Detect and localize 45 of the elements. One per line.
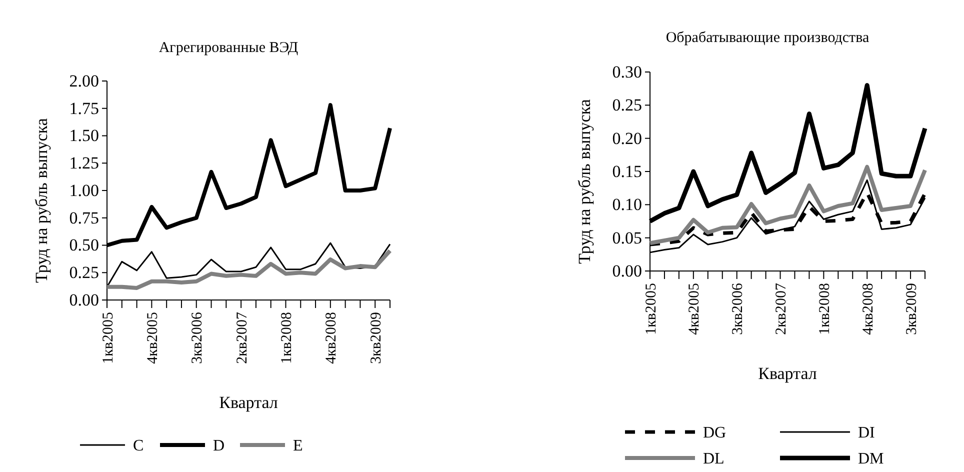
x-tick-label: 3кв2009: [368, 312, 384, 364]
y-tick-label: 0.20: [612, 128, 642, 148]
y-tick-label: 0.15: [612, 162, 642, 181]
line-series: [648, 164, 927, 246]
y-tick-label: 1.75: [69, 98, 99, 118]
line-series: [105, 248, 392, 290]
legend-label: DM: [858, 450, 884, 468]
y-axis-title: Труд на рубль выпуска: [575, 98, 594, 264]
x-tick-label: 2кв2007: [234, 312, 250, 364]
legend-label: C: [133, 438, 144, 455]
y-tick-label: 0.10: [612, 195, 642, 214]
y-tick-label: 1.25: [69, 154, 99, 173]
y-tick-label: 2.00: [69, 71, 99, 90]
y-tick-label: 0.25: [69, 263, 99, 282]
y-tick-label: 1.00: [69, 180, 99, 200]
x-axis-title: Квартал: [758, 364, 818, 383]
legend-label: DI: [858, 424, 875, 442]
x-tick-label: 2кв2007: [774, 282, 790, 335]
x-tick-label: 3кв2006: [190, 312, 206, 364]
x-tick-label: 4кв2008: [324, 312, 340, 364]
y-tick-label: 0.75: [69, 208, 99, 228]
x-tick-label: 4кв2005: [686, 283, 703, 335]
x-tick-label: 1кв2008: [816, 283, 833, 335]
legend-label: DG: [703, 424, 727, 442]
legend-label: DL: [703, 450, 724, 468]
legend-label: D: [213, 438, 225, 455]
x-tick-label: 3кв2009: [904, 283, 920, 335]
x-tick-label: 1кв2005: [100, 312, 116, 364]
x-axis-title: Квартал: [219, 393, 278, 412]
x-tick-label: 1кв2008: [278, 312, 295, 364]
y-tick-label: 0.00: [69, 290, 99, 310]
chart-title: Агрегированные ВЭД: [158, 40, 298, 56]
x-tick-label: 4кв2008: [860, 283, 876, 335]
x-tick-label: 4кв2005: [144, 312, 161, 364]
y-tick-label: 0.05: [612, 228, 642, 248]
legend-label: E: [293, 438, 303, 455]
y-tick-label: 0.25: [612, 96, 642, 115]
y-axis-title: Труд на рубль выпуска: [32, 118, 51, 283]
y-tick-label: 0.50: [69, 236, 99, 255]
chart-title: Обрабатывающие производства: [666, 30, 870, 46]
y-tick-label: 1.50: [69, 126, 99, 146]
y-tick-label: 0.30: [612, 62, 642, 82]
x-tick-label: 1кв2005: [643, 283, 660, 335]
x-tick-label: 3кв2006: [730, 282, 746, 335]
y-tick-label: 0.00: [612, 261, 642, 280]
